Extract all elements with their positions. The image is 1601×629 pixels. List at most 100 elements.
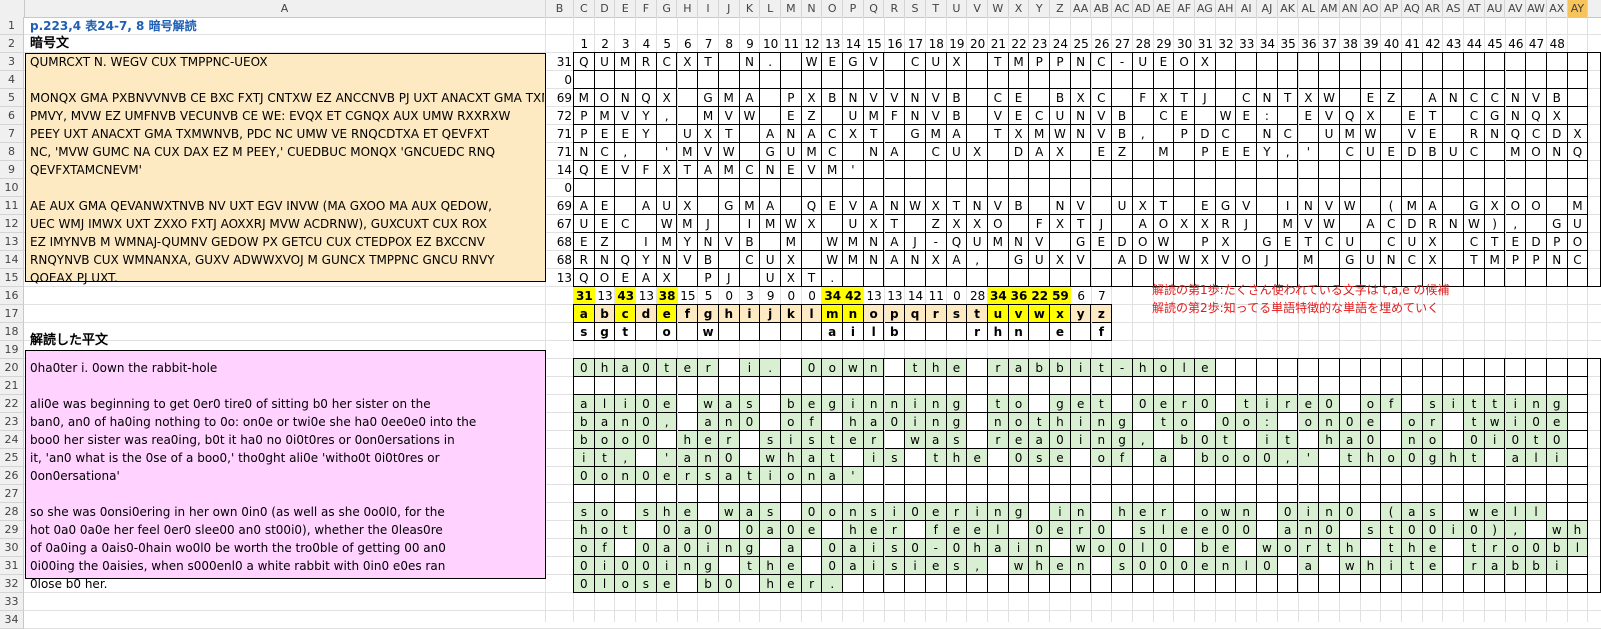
plain-grid-cell[interactable]: h — [1360, 449, 1382, 467]
cipher-grid-cell[interactable]: U — [1360, 251, 1382, 269]
index-number[interactable]: 30 — [1177, 37, 1193, 51]
cipher-grid-cell[interactable]: W — [1319, 215, 1340, 233]
plain-grid-cell[interactable] — [1132, 467, 1154, 485]
cipher-grid-cell[interactable] — [884, 125, 906, 143]
cipher-grid-cell[interactable]: N — [967, 197, 988, 215]
plain-grid-cell[interactable] — [656, 485, 678, 503]
cipher-grid-cell[interactable]: A — [760, 197, 781, 215]
frequency-count[interactable]: 42 — [843, 287, 864, 305]
index-number[interactable]: 35 — [1280, 37, 1296, 51]
plain-grid-cell[interactable]: n — [1319, 503, 1340, 521]
cipher-grid-cell[interactable]: U — [1029, 251, 1051, 269]
plain-grid-cell[interactable]: w — [718, 503, 740, 521]
column-header-c[interactable]: C — [574, 0, 595, 17]
column-header-ar[interactable]: AR — [1423, 0, 1444, 17]
plain-grid-cell[interactable] — [1360, 485, 1382, 503]
column-header-as[interactable]: AS — [1443, 0, 1465, 17]
cipher-grid-cell[interactable] — [905, 179, 926, 197]
cipher-grid-cell[interactable] — [1422, 53, 1444, 71]
plain-grid-cell[interactable] — [718, 359, 740, 377]
cipher-grid-cell[interactable]: D — [1132, 251, 1154, 269]
plain-grid-cell[interactable]: o — [1505, 539, 1527, 557]
plain-grid-cell[interactable]: 0 — [739, 521, 761, 539]
cipher-grid-cell[interactable]: C — [1526, 125, 1547, 143]
plain-grid-cell[interactable] — [1277, 557, 1299, 575]
alphabet-letter[interactable]: f — [677, 305, 699, 323]
plain-grid-cell[interactable]: l — [1526, 503, 1547, 521]
cipher-grid-cell[interactable] — [1236, 71, 1258, 89]
plain-grid-cell[interactable]: o — [1008, 395, 1030, 413]
cipher-grid-cell[interactable] — [1546, 179, 1568, 197]
cipher-grid-cell[interactable]: T — [988, 53, 1009, 71]
cipher-grid-cell[interactable] — [1174, 71, 1195, 89]
plain-grid-cell[interactable] — [1526, 467, 1547, 485]
plain-grid-cell[interactable] — [1153, 431, 1175, 449]
plain-grid-cell[interactable]: 0 — [677, 539, 699, 557]
plain-grid-cell[interactable] — [863, 467, 885, 485]
cipher-grid-cell[interactable] — [1174, 143, 1195, 161]
plain-grid-cell[interactable]: ( — [1381, 503, 1402, 521]
substitution-letter[interactable] — [925, 323, 947, 341]
cipher-line[interactable]: QEVFXTAMCNEVM' — [30, 163, 142, 177]
plain-grid-cell[interactable] — [801, 539, 823, 557]
plain-grid-cell[interactable]: 0 — [718, 575, 740, 593]
index-number[interactable]: 17 — [907, 37, 924, 51]
index-number[interactable]: 9 — [746, 37, 754, 51]
index-number[interactable]: 20 — [970, 37, 986, 51]
alphabet-letter[interactable]: v — [1008, 305, 1030, 323]
plain-grid-cell[interactable] — [739, 449, 761, 467]
cipher-grid-cell[interactable]: J — [718, 269, 740, 287]
plain-grid-cell[interactable] — [1567, 359, 1589, 377]
plain-grid-cell[interactable]: t — [739, 557, 761, 575]
cipher-grid-cell[interactable]: N — [574, 143, 595, 161]
plain-grid-cell[interactable] — [1567, 377, 1589, 395]
plain-grid-cell[interactable]: i — [1257, 395, 1278, 413]
cipher-grid-cell[interactable]: N — [1008, 233, 1030, 251]
plain-grid-cell[interactable]: g — [739, 539, 761, 557]
plain-grid-cell[interactable] — [1567, 467, 1589, 485]
plain-grid-cell[interactable]: a — [718, 467, 740, 485]
plain-grid-cell[interactable] — [739, 377, 761, 395]
plain-grid-cell[interactable] — [1070, 485, 1092, 503]
plain-grid-cell[interactable]: n — [718, 413, 740, 431]
plain-grid-cell[interactable]: w — [1215, 503, 1237, 521]
cipher-grid-cell[interactable]: Q — [574, 161, 595, 179]
cipher-grid-cell[interactable]: N — [905, 107, 926, 125]
cipher-grid-cell[interactable]: W — [781, 215, 802, 233]
plain-grid-cell[interactable]: 0 — [1464, 521, 1485, 539]
cipher-grid-cell[interactable]: C — [1464, 89, 1485, 107]
substitution-letter[interactable]: h — [988, 323, 1009, 341]
row-header-2[interactable]: 2 — [0, 35, 24, 53]
plain-grid-cell[interactable]: g — [946, 395, 968, 413]
cipher-grid-cell[interactable]: V — [925, 89, 947, 107]
cipher-grid-cell[interactable]: X — [1298, 89, 1320, 107]
cipher-grid-cell[interactable] — [677, 269, 699, 287]
substitution-letter[interactable] — [905, 323, 926, 341]
plain-grid-cell[interactable]: r — [1484, 539, 1506, 557]
plain-grid-cell[interactable] — [1526, 359, 1547, 377]
cipher-grid-cell[interactable] — [863, 269, 885, 287]
cipher-grid-cell[interactable]: W — [656, 215, 678, 233]
index-number[interactable]: 47 — [1528, 37, 1545, 51]
plain-grid-cell[interactable]: t — [1464, 413, 1485, 431]
index-number[interactable]: 43 — [1446, 37, 1462, 51]
cipher-grid-cell[interactable] — [925, 269, 947, 287]
plain-grid-cell[interactable]: ' — [843, 467, 864, 485]
cipher-grid-cell[interactable]: A — [801, 125, 823, 143]
cipher-grid-cell[interactable]: M — [1567, 197, 1589, 215]
plain-grid-cell[interactable]: a — [677, 521, 699, 539]
index-number[interactable]: 37 — [1321, 37, 1338, 51]
cipher-grid-cell[interactable]: U — [781, 143, 802, 161]
cipher-grid-cell[interactable]: W — [822, 251, 844, 269]
cipher-grid-cell[interactable]: Z — [801, 107, 823, 125]
cipher-grid-cell[interactable] — [781, 179, 802, 197]
cipher-grid-cell[interactable] — [946, 179, 968, 197]
plain-grid-cell[interactable]: ) — [1484, 521, 1506, 539]
plain-grid-cell[interactable] — [1277, 467, 1299, 485]
plain-grid-cell[interactable]: t — [822, 449, 844, 467]
column-header-ac[interactable]: AC — [1112, 0, 1133, 17]
index-number[interactable]: 6 — [684, 37, 692, 51]
cipher-line[interactable]: NC, 'MVW GUMC NA CUX DAX EZ M PEEY,' CUE… — [30, 145, 496, 159]
cipher-grid-cell[interactable]: Z — [925, 215, 947, 233]
plain-grid-cell[interactable]: i — [1443, 395, 1465, 413]
